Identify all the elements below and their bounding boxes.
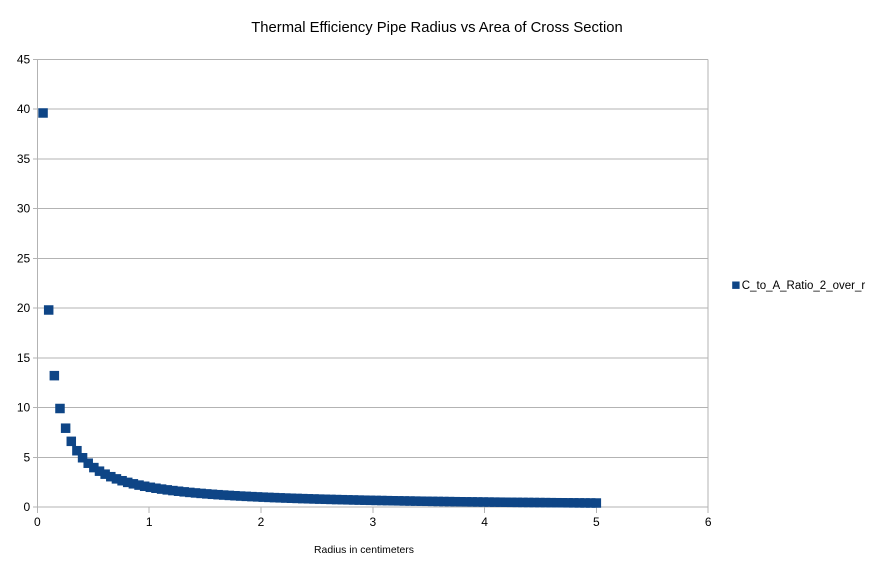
svg-text:25: 25 [17,251,31,265]
svg-text:45: 45 [17,53,31,67]
svg-text:20: 20 [17,301,31,315]
svg-text:0: 0 [34,515,41,529]
svg-text:1: 1 [146,515,153,529]
svg-text:40: 40 [17,102,31,116]
svg-text:3: 3 [369,515,376,529]
svg-text:5: 5 [593,515,600,529]
svg-text:0: 0 [24,500,31,514]
svg-text:Radius in centimeters: Radius in centimeters [314,545,414,556]
svg-text:4: 4 [481,515,488,529]
svg-text:30: 30 [17,202,31,216]
svg-text:15: 15 [17,351,31,365]
svg-text:Thermal Efficiency Pipe Radius: Thermal Efficiency Pipe Radius vs Area o… [251,20,622,36]
svg-text:C_to_A_Ratio_2_over_r: C_to_A_Ratio_2_over_r [742,280,866,292]
svg-text:2: 2 [258,515,265,529]
svg-text:10: 10 [17,401,31,415]
svg-text:35: 35 [17,152,31,166]
svg-text:6: 6 [705,515,712,529]
svg-text:5: 5 [24,450,31,464]
